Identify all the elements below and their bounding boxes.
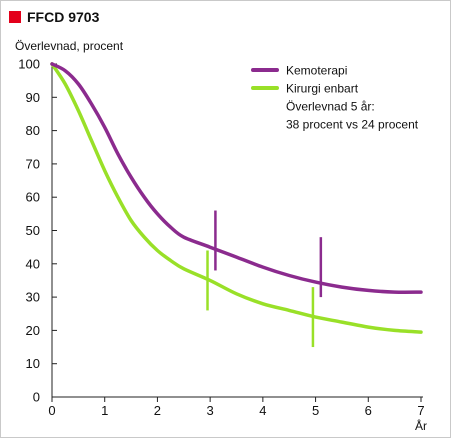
x-tick-label: 5 [312, 403, 319, 418]
series-line-kirurgi-enbart [50, 62, 423, 334]
series-line-kemoterapi [50, 62, 423, 294]
x-tick-label: 3 [207, 403, 214, 418]
x-tick-label: 4 [259, 403, 266, 418]
y-tick-label: 40 [26, 256, 40, 271]
x-axis-label: År [415, 418, 427, 433]
title-marker-square [9, 11, 21, 23]
legend-label: Kirurgi enbart [286, 82, 359, 96]
x-tick-label: 2 [154, 403, 161, 418]
y-tick-label: 100 [18, 57, 40, 72]
y-tick-label: 10 [26, 356, 40, 371]
legend-label: Kemoterapi [286, 64, 347, 78]
y-tick-label: 80 [26, 123, 40, 138]
y-tick-label: 0 [33, 390, 40, 405]
y-tick-label: 50 [26, 223, 40, 238]
x-tick-label: 7 [417, 403, 424, 418]
y-tick-label: 60 [26, 190, 40, 205]
x-tick-label: 0 [48, 403, 55, 418]
chart-title: FFCD 9703 [27, 9, 100, 25]
y-tick-label: 30 [26, 290, 40, 305]
x-tick-label: 1 [101, 403, 108, 418]
y-tick-label: 70 [26, 156, 40, 171]
x-tick-label: 6 [365, 403, 372, 418]
chart-header: FFCD 9703 [9, 9, 99, 25]
annotation-line-2: 38 procent vs 24 procent [286, 118, 419, 132]
y-axis-label: Överlevnad, procent [15, 39, 124, 53]
y-tick-label: 90 [26, 90, 40, 105]
y-tick-label: 20 [26, 323, 40, 338]
annotation-line-1: Överlevnad 5 år: [286, 100, 375, 114]
